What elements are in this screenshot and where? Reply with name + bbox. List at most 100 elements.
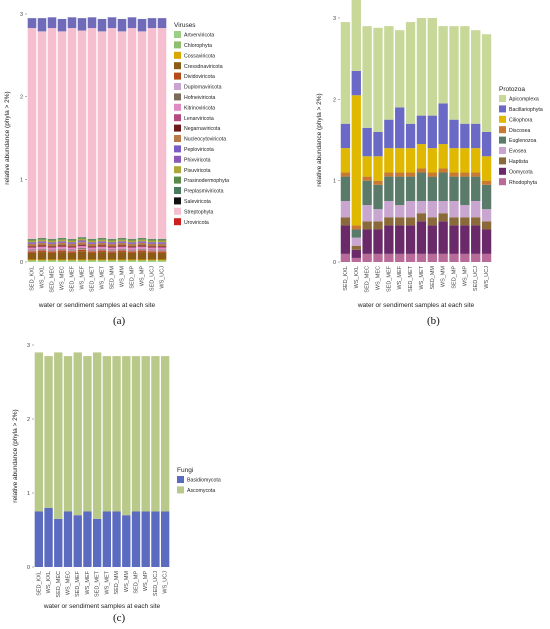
bar-segment [427,225,437,254]
bar-segment [87,250,97,252]
bar-segment [97,246,107,248]
bar-segment [27,251,37,253]
bar-segment [107,250,117,252]
bar-segment [77,259,87,261]
bar-segment [112,356,121,512]
panel-b-label: (b) [427,315,440,327]
bar-segment [340,123,351,149]
legend-swatch [174,31,181,38]
bar-segment [67,246,77,248]
x-tick-label: WS_MET [100,265,106,289]
bar-segment [67,249,77,251]
bar-segment [427,217,437,226]
bar-segment [107,247,117,250]
bar-segment [395,148,405,173]
x-tick-label: SED_UCJ [473,266,479,291]
bar-segment [351,245,361,250]
bar-segment [351,229,361,238]
bar-segment [147,249,157,251]
bar-segment [102,511,112,567]
legend-label: Basidiomycota [187,478,221,484]
bar-segment [373,156,383,181]
bar-segment [384,148,394,173]
bar-segment [27,252,37,260]
bar-segment [97,238,107,239]
bar-segment [97,18,107,32]
bar-segment [147,242,157,243]
bar-segment [117,18,127,32]
bar-segment [107,242,117,243]
legend-swatch [499,157,506,165]
bar-segment [107,247,117,248]
bar-segment [481,34,492,132]
bar-segment [460,176,470,206]
bar-segment [67,259,77,261]
bar-segment [137,18,147,32]
bar-segment [37,242,47,246]
bar-segment [117,248,127,250]
bar-segment [97,261,107,262]
bar-segment [373,253,383,262]
bar-segment [54,518,63,567]
bar-segment [67,28,77,239]
bar-segment [340,201,351,218]
x-tick-label: WS_KXL [40,266,46,288]
legend-swatch [174,114,181,122]
x-tick-label: WS_MEC [376,266,382,290]
bar-segment [37,239,47,242]
bar-segment [87,28,97,239]
bar-segment [67,251,77,253]
y-tick-label: 1 [333,179,336,185]
y-tick-label: 3 [333,16,336,22]
bar-segment [373,131,383,157]
bar-segment [97,245,107,247]
bar-segment [127,239,137,241]
bar-segment [87,239,97,241]
x-tick-label: SED_UCJ [153,571,159,596]
bar-segment [57,242,67,246]
bar-segment [107,240,117,243]
bar-segment [395,217,405,226]
bar-segment [147,239,157,241]
bar-segment [87,252,97,260]
bar-segment [117,245,127,247]
bar-segment [147,260,157,262]
x-tick-label: WS_MEF [80,265,86,289]
bar-segment [151,356,160,512]
legend-label: Haptista [509,159,528,165]
bar-segment [416,168,427,173]
legend-swatch [499,126,506,134]
bar-segment [405,217,416,226]
bar-segment [77,244,87,246]
bar-segment [57,261,67,262]
bar-segment [362,176,372,181]
bar-segment [340,148,351,173]
legend-label: Negarnaviricota [184,126,220,132]
bar-segment [481,156,492,181]
bar-segment [67,17,77,29]
bar-segment [57,245,67,247]
bar-segment [97,238,107,240]
bar-segment [44,507,53,567]
legend-label: Dividoviricota [184,74,215,80]
legend-swatch [174,218,181,226]
bar-segment [405,172,416,177]
bar-segment [460,205,470,218]
bar-segment [127,251,137,253]
bar-segment [83,356,92,512]
bar-segment [127,242,137,244]
bar-segment [373,184,383,210]
bar-segment [87,249,97,251]
bar-segment [362,26,372,128]
bar-segment [449,201,459,218]
bar-segment [27,247,37,248]
bar-segment [481,180,492,185]
bar-segment [47,28,57,239]
bar-segment [362,180,372,206]
y-tick-label: 3 [27,343,30,349]
x-tick-label: WS_KXL [354,266,360,288]
bar-segment [107,239,117,241]
bar-segment [117,31,127,239]
bar-segment [37,245,47,247]
bar-segment [57,18,67,32]
